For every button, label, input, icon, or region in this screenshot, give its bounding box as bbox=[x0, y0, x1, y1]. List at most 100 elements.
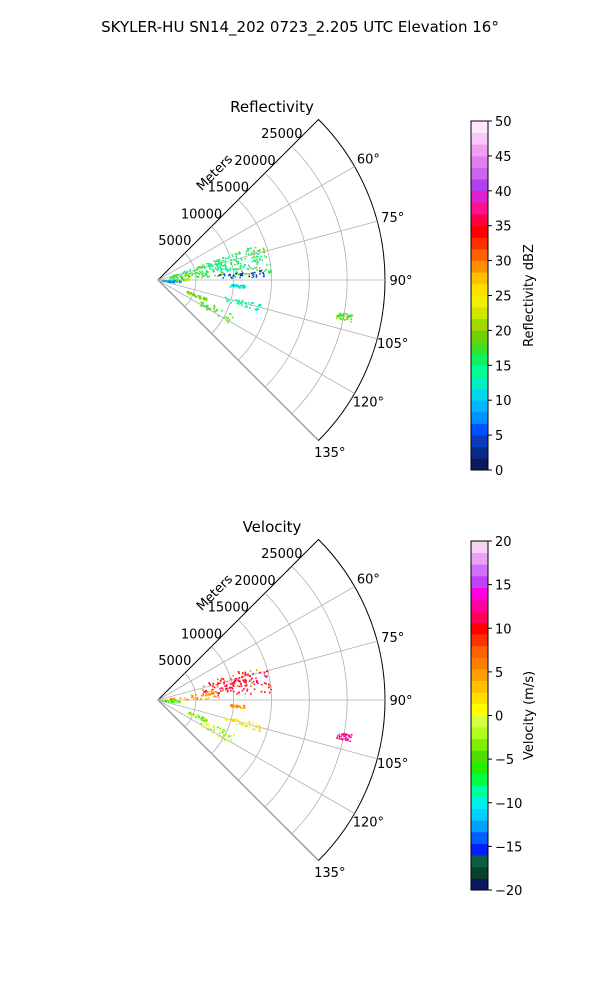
echo-gate bbox=[222, 257, 225, 259]
echo-gate bbox=[248, 721, 250, 723]
echo-gate bbox=[252, 302, 255, 304]
colorbar-segment bbox=[471, 295, 488, 308]
reflectivity-panel: Reflectivity 500010000150002000025000Met… bbox=[157, 98, 537, 479]
echo-gate bbox=[265, 256, 268, 259]
echo-gate bbox=[259, 249, 261, 251]
echo-gate bbox=[336, 315, 338, 317]
echo-gate bbox=[228, 734, 230, 736]
echo-gate bbox=[192, 713, 194, 716]
echo-gate bbox=[348, 736, 351, 739]
echo-gate bbox=[233, 681, 236, 683]
echo-gate bbox=[239, 722, 241, 725]
echo-gate bbox=[244, 257, 247, 260]
echo-gate bbox=[209, 308, 212, 310]
echo-gate bbox=[170, 698, 172, 700]
echo-gate bbox=[217, 678, 219, 681]
echo-gate bbox=[230, 689, 232, 692]
angular-tick-label: 105° bbox=[377, 757, 408, 772]
colorbar-segment bbox=[471, 237, 488, 250]
radial-tick-label: 20000 bbox=[234, 154, 275, 169]
echo-gate bbox=[213, 727, 215, 729]
colorbar-tick-label: −10 bbox=[495, 797, 522, 812]
echo-gate bbox=[245, 302, 247, 304]
echo-gate bbox=[219, 273, 222, 276]
echo-gate bbox=[170, 701, 173, 703]
echo-gate bbox=[172, 701, 174, 703]
colorbar-segment bbox=[471, 283, 488, 296]
echo-gate bbox=[265, 682, 267, 685]
echo-gate bbox=[342, 317, 345, 319]
echo-gate bbox=[245, 250, 248, 253]
echo-gate bbox=[169, 277, 171, 280]
echo-gate bbox=[229, 267, 232, 270]
echo-gate bbox=[268, 691, 271, 694]
azimuth-spoke bbox=[157, 279, 319, 441]
echo-gate bbox=[187, 278, 190, 281]
echo-gate bbox=[231, 704, 233, 707]
echo-gate bbox=[234, 276, 237, 278]
echo-gate bbox=[248, 680, 251, 682]
echo-gate bbox=[258, 671, 261, 674]
echo-gate bbox=[233, 284, 236, 286]
echo-gate bbox=[194, 296, 197, 298]
echo-gate bbox=[214, 262, 217, 265]
echo-gate bbox=[205, 720, 207, 723]
echo-gate bbox=[176, 701, 179, 704]
echo-gate bbox=[235, 718, 238, 721]
echo-gate bbox=[248, 266, 251, 268]
echo-gate bbox=[239, 276, 241, 279]
echo-gate bbox=[174, 279, 176, 281]
echo-gate bbox=[162, 700, 165, 702]
colorbar-tick-label: 10 bbox=[495, 394, 512, 409]
echo-gate bbox=[248, 275, 251, 278]
echo-gate bbox=[227, 299, 230, 301]
echo-gate bbox=[248, 301, 250, 304]
echo-gate bbox=[215, 268, 218, 271]
colorbar-segment bbox=[471, 703, 488, 716]
echo-gate bbox=[174, 697, 176, 700]
echo-gate bbox=[245, 680, 247, 683]
echo-gate bbox=[212, 269, 215, 271]
echo-gate bbox=[200, 698, 202, 700]
echo-gate bbox=[251, 257, 254, 259]
echo-gate bbox=[209, 683, 211, 685]
echo-gate bbox=[253, 255, 255, 257]
echo-gate bbox=[220, 690, 222, 692]
echo-gate bbox=[263, 275, 265, 277]
echo-gate bbox=[200, 297, 203, 300]
echo-gate bbox=[253, 250, 256, 253]
echo-gate bbox=[189, 712, 191, 714]
colorbar-tick-label: 15 bbox=[495, 579, 512, 594]
echo-gate bbox=[230, 705, 233, 708]
echo-gate bbox=[256, 250, 259, 252]
echo-gate bbox=[202, 725, 205, 728]
echo-gate bbox=[238, 251, 240, 254]
colorbar-segment bbox=[471, 866, 488, 879]
echo-gate bbox=[172, 279, 175, 281]
echo-gate bbox=[245, 724, 247, 727]
echo-gate bbox=[224, 718, 227, 721]
echo-gate bbox=[339, 735, 341, 738]
radial-tick-label: 20000 bbox=[234, 574, 275, 589]
radial-tick-label: 15000 bbox=[208, 601, 249, 616]
echo-gate bbox=[255, 255, 258, 258]
echo-gate bbox=[250, 247, 252, 249]
echo-gate bbox=[258, 728, 260, 731]
echo-gate bbox=[212, 685, 214, 688]
echo-gate bbox=[218, 735, 220, 738]
echo-gate bbox=[236, 302, 238, 304]
colorbar-segment bbox=[471, 878, 488, 891]
colorbar-tick-label: 25 bbox=[495, 290, 512, 305]
echo-gate bbox=[171, 276, 173, 278]
echo-gate bbox=[182, 279, 185, 282]
angular-tick-label: 120° bbox=[353, 396, 384, 411]
echo-gate bbox=[240, 723, 243, 725]
echo-gate bbox=[234, 678, 237, 681]
echo-gate bbox=[230, 263, 232, 265]
echo-gate bbox=[255, 266, 258, 269]
echo-gate bbox=[234, 267, 237, 270]
echo-gate bbox=[224, 265, 227, 267]
echo-gate bbox=[201, 273, 203, 276]
echo-gate bbox=[236, 723, 238, 726]
echo-gate bbox=[186, 278, 189, 281]
